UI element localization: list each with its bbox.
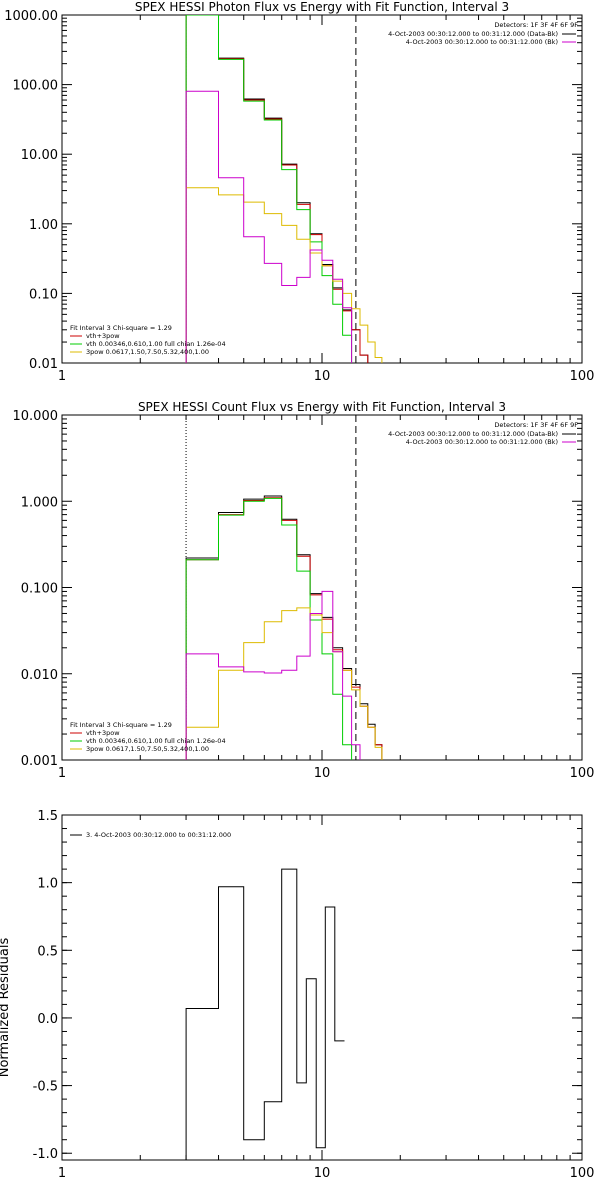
y-tick-label: 0.0 [37, 1012, 58, 1027]
y-tick-label: 1.0 [37, 877, 58, 892]
series-group [185, 15, 395, 363]
detectors-label: Detectors: 1F 3F 4F 6F 9F [494, 21, 578, 29]
y-tick-label: 0.5 [37, 944, 58, 959]
series-line-0 [185, 868, 345, 1160]
legend-label: 3. 4-Oct-2003 00:30:12.000 to 00:31:12.0… [86, 831, 231, 839]
legend-label: vth 0.00346,0.610,1.00 full chian 1.26e-… [86, 340, 226, 348]
legend-label: vth+3pow [86, 332, 120, 340]
series-line-2 [185, 497, 353, 760]
photon-flux-panel: SPEX HESSI Photon Flux vs Energy with Fi… [4, 0, 594, 384]
y-tick-label: 100.00 [13, 79, 59, 94]
chart-title: SPEX HESSI Photon Flux vs Energy with Fi… [135, 0, 509, 14]
x-tick-label: 100 [570, 369, 595, 384]
series-line-4 [185, 90, 361, 363]
y-tick-label: 10.00 [21, 148, 58, 163]
chart-title: SPEX HESSI Count Flux vs Energy with Fit… [138, 400, 506, 414]
fit-header: Fit Interval 3 Chi-square = 1.29 [70, 721, 172, 729]
interval-info-line: 4-Oct-2003 00:30:12.000 to 00:31:12.000 … [406, 38, 558, 46]
x-tick-label: 10 [314, 1166, 331, 1181]
fit-header: Fit Interval 3 Chi-square = 1.29 [70, 324, 172, 332]
legend-label: vth+3pow [86, 729, 120, 737]
x-tick-label: 1 [58, 369, 66, 384]
legend-label: 3pow 0.0617,1.50,7.50,5.32,400,1.00 [86, 745, 209, 753]
plot-frame [61, 814, 583, 1161]
plot-frame [61, 14, 583, 364]
y-tick-label: 0.10 [29, 287, 58, 302]
y-tick-label: 0.01 [29, 357, 58, 372]
y-tick-label: 0.100 [21, 582, 58, 597]
series-line-0 [185, 15, 395, 363]
y-tick-label: -0.5 [33, 1080, 58, 1095]
series-line-1 [185, 15, 395, 363]
y-axis-label: Normalized Residuals [0, 938, 12, 1078]
x-tick-label: 1 [58, 1166, 66, 1181]
y-tick-label: 1.000 [21, 495, 58, 510]
plot-frame [61, 414, 583, 761]
series-line-0 [185, 495, 383, 760]
interval-info-line: 4-Oct-2003 00:30:12.000 to 00:31:12.000 … [406, 438, 558, 446]
y-tick-label: 1.00 [29, 218, 58, 233]
x-tick-label: 100 [570, 766, 595, 781]
interval-info-line: 4-Oct-2003 00:30:12.000 to 00:31:12.000 … [388, 430, 558, 438]
y-tick-label: 0.010 [21, 668, 58, 683]
residuals-panel: 1 10 100 -1.0 -0.5 0.0 0.5 1.0 1.5 Normalized Res… [0, 809, 594, 1181]
x-tick-label: 100 [570, 1166, 595, 1181]
series-group [185, 868, 345, 1160]
y-tick-label: 0.001 [21, 754, 58, 769]
detectors-label: Detectors: 1F 3F 4F 6F 9F [494, 421, 578, 429]
y-tick-label: 1000.00 [4, 9, 58, 24]
count-flux-panel: SPEX HESSI Count Flux vs Energy with Fit… [13, 400, 595, 781]
series-line-4 [185, 590, 361, 760]
y-tick-label: 10.000 [13, 409, 59, 424]
series-line-1 [185, 497, 383, 760]
legend-label: vth 0.00346,0.610,1.00 full chian 1.26e-… [86, 737, 226, 745]
y-tick-label: 1.5 [37, 809, 58, 824]
interval-info-line: 4-Oct-2003 00:30:12.000 to 00:31:12.000 … [388, 30, 558, 38]
legend-label: 3pow 0.0617,1.50,7.50,5.32,400,1.00 [86, 348, 209, 356]
x-tick-label: 1 [58, 766, 66, 781]
x-tick-label: 10 [314, 766, 331, 781]
series-line-3 [185, 607, 383, 760]
x-tick-label: 10 [314, 369, 331, 384]
y-tick-label: -1.0 [33, 1147, 58, 1162]
series-line-2 [185, 15, 376, 363]
series-group [185, 495, 383, 760]
